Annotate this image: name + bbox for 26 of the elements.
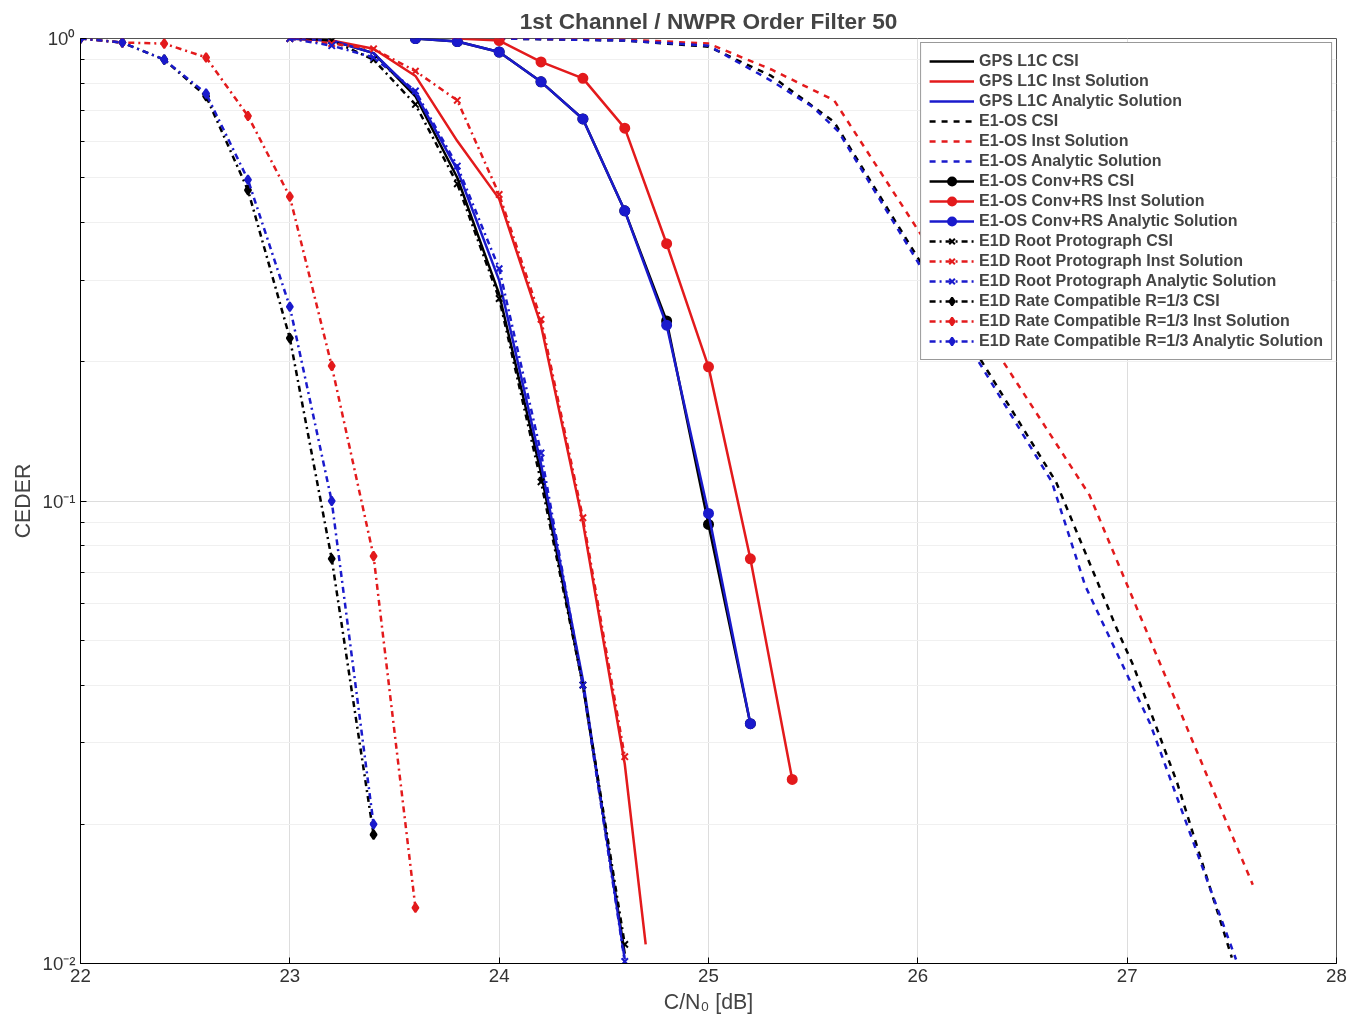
- x-tick-label: 23: [279, 964, 301, 986]
- legend-label: E1-OS CSI: [979, 111, 1059, 131]
- legend-label: GPS L1C Analytic Solution: [979, 91, 1183, 111]
- x-axis-title: C/N₀ [dB]: [663, 989, 754, 1014]
- x-tick-label: 27: [1116, 964, 1138, 986]
- x-tick-label: 28: [1326, 964, 1347, 986]
- legend-label: E1D Root Protograph Analytic Solution: [979, 271, 1277, 291]
- legend-label: E1D Rate Compatible R=1/3 CSI: [979, 291, 1220, 311]
- legend-label: E1D Rate Compatible R=1/3 Inst Solution: [979, 311, 1290, 331]
- x-tick-label: 26: [907, 964, 929, 986]
- x-tick-label: 25: [698, 964, 719, 986]
- legend-label: GPS L1C Inst Solution: [979, 71, 1149, 91]
- y-tick-label: 10⁰: [47, 28, 76, 49]
- legend-label: E1D Root Protograph CSI: [979, 231, 1173, 251]
- chart-title: 1st Channel / NWPR Order Filter 50: [519, 7, 898, 34]
- x-tick-label: 24: [488, 964, 510, 986]
- y-axis-title: CEDER: [10, 463, 35, 539]
- legend-label: E1D Rate Compatible R=1/3 Analytic Solution: [979, 331, 1323, 351]
- legend-label: E1D Root Protograph Inst Solution: [979, 251, 1244, 271]
- y-tick-label: 10⁻¹: [42, 490, 76, 512]
- legend-label: GPS L1C CSI: [979, 51, 1079, 71]
- legend-label: E1-OS Conv+RS CSI: [979, 171, 1135, 191]
- legend-label: E1-OS Conv+RS Analytic Solution: [979, 211, 1238, 231]
- legend-label: E1-OS Analytic Solution: [979, 151, 1162, 171]
- legend-label: E1-OS Conv+RS Inst Solution: [979, 191, 1205, 211]
- legend-label: E1-OS Inst Solution: [979, 131, 1129, 151]
